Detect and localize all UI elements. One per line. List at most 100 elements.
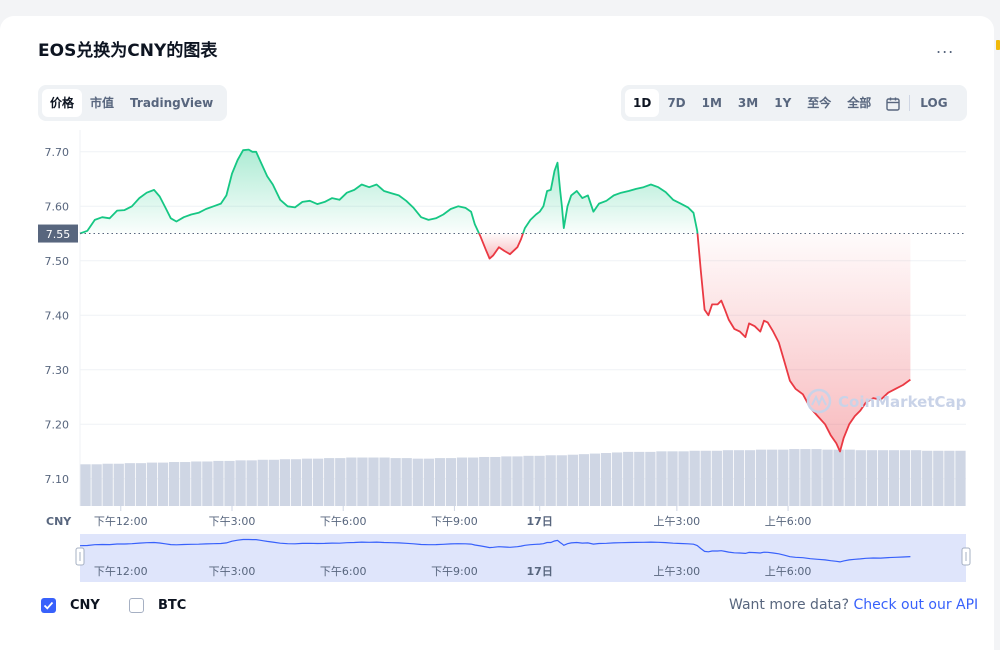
volume-bar	[545, 455, 556, 506]
legend-btc-label: BTC	[158, 598, 187, 613]
volume-bar	[667, 451, 678, 506]
volume-bar	[855, 450, 866, 506]
range-7d[interactable]: 7D	[667, 96, 686, 110]
more-options-icon[interactable]: ...	[936, 38, 955, 57]
volume-bar	[146, 462, 158, 506]
volume-bar	[744, 450, 756, 506]
volume-bar	[933, 450, 944, 506]
volume-bar	[700, 450, 711, 506]
volume-bar	[268, 459, 279, 506]
tab-tradingview[interactable]: TradingView	[130, 96, 214, 110]
volume-bar	[468, 457, 479, 506]
volume-bar	[445, 458, 457, 506]
volume-bar	[290, 459, 302, 506]
volume-bar	[213, 460, 224, 506]
volume-bar	[911, 450, 922, 506]
x-tick-label: 下午12:00	[94, 515, 148, 528]
range-all[interactable]: 全部	[847, 96, 872, 110]
volume-bar	[202, 461, 213, 506]
area-below-baseline	[697, 233, 911, 452]
navigator-tick-label: 17日	[527, 565, 553, 578]
volume-bar	[634, 451, 645, 506]
volume-bar	[434, 458, 446, 506]
volume-bar	[368, 457, 379, 506]
baseline-badge	[38, 224, 78, 243]
volume-bar	[944, 450, 955, 506]
log-scale-toggle[interactable]: LOG	[920, 96, 948, 110]
volume-bar	[888, 450, 900, 506]
x-tick-label: 下午3:00	[209, 515, 256, 528]
volume-bar	[180, 462, 191, 506]
volume-bar	[324, 458, 335, 506]
price-line-up	[79, 148, 480, 235]
baseline-label: 7.55	[46, 228, 71, 241]
volume-bar	[955, 450, 966, 506]
volume-bar	[778, 449, 789, 506]
volume-bar	[191, 461, 202, 506]
volume-bar	[523, 455, 534, 506]
volume-bar	[877, 450, 889, 506]
api-promo: Want more data? Check out our API	[729, 597, 978, 613]
range-1m[interactable]: 1M	[701, 96, 722, 110]
volume-bar	[80, 464, 91, 506]
x-tick-label: 上午6:00	[765, 515, 812, 528]
volume-bar	[169, 462, 180, 506]
volume-bar	[689, 450, 700, 506]
volume-bar	[755, 449, 767, 506]
checkbox-checked-icon[interactable]	[41, 598, 56, 613]
volume-bar	[379, 457, 390, 506]
volume-bar	[899, 450, 911, 506]
range-ytd[interactable]: 至今	[807, 96, 832, 110]
range-3m[interactable]: 3M	[737, 96, 759, 110]
volume-bar	[456, 457, 468, 506]
area-below-baseline	[479, 233, 523, 259]
tab-price[interactable]: 价格	[42, 89, 83, 117]
y-tick-label: 7.50	[45, 255, 70, 268]
volume-bar	[91, 464, 102, 506]
time-range-tabs: 1D 7D 1M 3M 1Y 至今 全部 LOG	[621, 85, 967, 121]
y-tick-label: 7.60	[45, 200, 70, 213]
volume-bar	[113, 463, 124, 506]
tab-market-cap[interactable]: 市值	[90, 96, 115, 110]
x-axis-currency-label: CNY	[46, 515, 72, 528]
price-chart[interactable]: 7.10 7.20 7.30 7.40 7.50 7.60 7.70 7.55 CNY 下午12…	[0, 0, 1000, 600]
y-tick-label: 7.20	[45, 418, 70, 431]
legend-cny-label: CNY	[70, 598, 100, 613]
volume-bar	[301, 458, 313, 506]
y-tick-label: 7.70	[45, 146, 70, 159]
volume-bar	[479, 456, 490, 506]
calendar-icon[interactable]	[879, 89, 907, 117]
volume-bar	[390, 458, 401, 506]
legend-btc[interactable]: BTC	[129, 598, 186, 613]
page-title: EOS兑换为CNY的图表	[38, 41, 218, 61]
volume-bar	[811, 449, 822, 506]
volume-bar	[423, 458, 434, 506]
volume-bar	[346, 457, 357, 506]
legend-cny[interactable]: CNY	[41, 598, 100, 613]
volume-bar	[822, 449, 833, 506]
api-prefix: Want more data?	[729, 597, 850, 613]
y-tick-label: 7.30	[45, 364, 70, 377]
range-1y[interactable]: 1Y	[774, 96, 792, 110]
navigator-tick-label: 下午6:00	[320, 565, 367, 578]
volume-bar	[612, 452, 623, 506]
navigator-tick-label: 上午6:00	[765, 565, 812, 578]
volume-bar	[623, 451, 634, 506]
volume-bar	[124, 463, 135, 506]
edge-indicator	[996, 40, 1000, 50]
watermark-text: CoinMarketCap	[838, 393, 967, 411]
checkbox-unchecked-icon[interactable]	[129, 598, 144, 613]
price-line-up	[522, 161, 699, 234]
volume-bar	[844, 449, 855, 506]
volume-bar	[767, 449, 778, 506]
navigator-tick-label: 上午3:00	[653, 565, 700, 578]
volume-bar	[490, 456, 501, 506]
price-line-down	[696, 233, 911, 453]
volume-bar	[312, 458, 324, 506]
api-link[interactable]: Check out our API	[853, 597, 979, 613]
volume-bar	[401, 458, 412, 506]
navigator-tick-label: 下午3:00	[209, 565, 256, 578]
volume-bar	[224, 460, 235, 506]
volume-bar	[567, 454, 578, 506]
range-1d[interactable]: 1D	[625, 89, 660, 117]
